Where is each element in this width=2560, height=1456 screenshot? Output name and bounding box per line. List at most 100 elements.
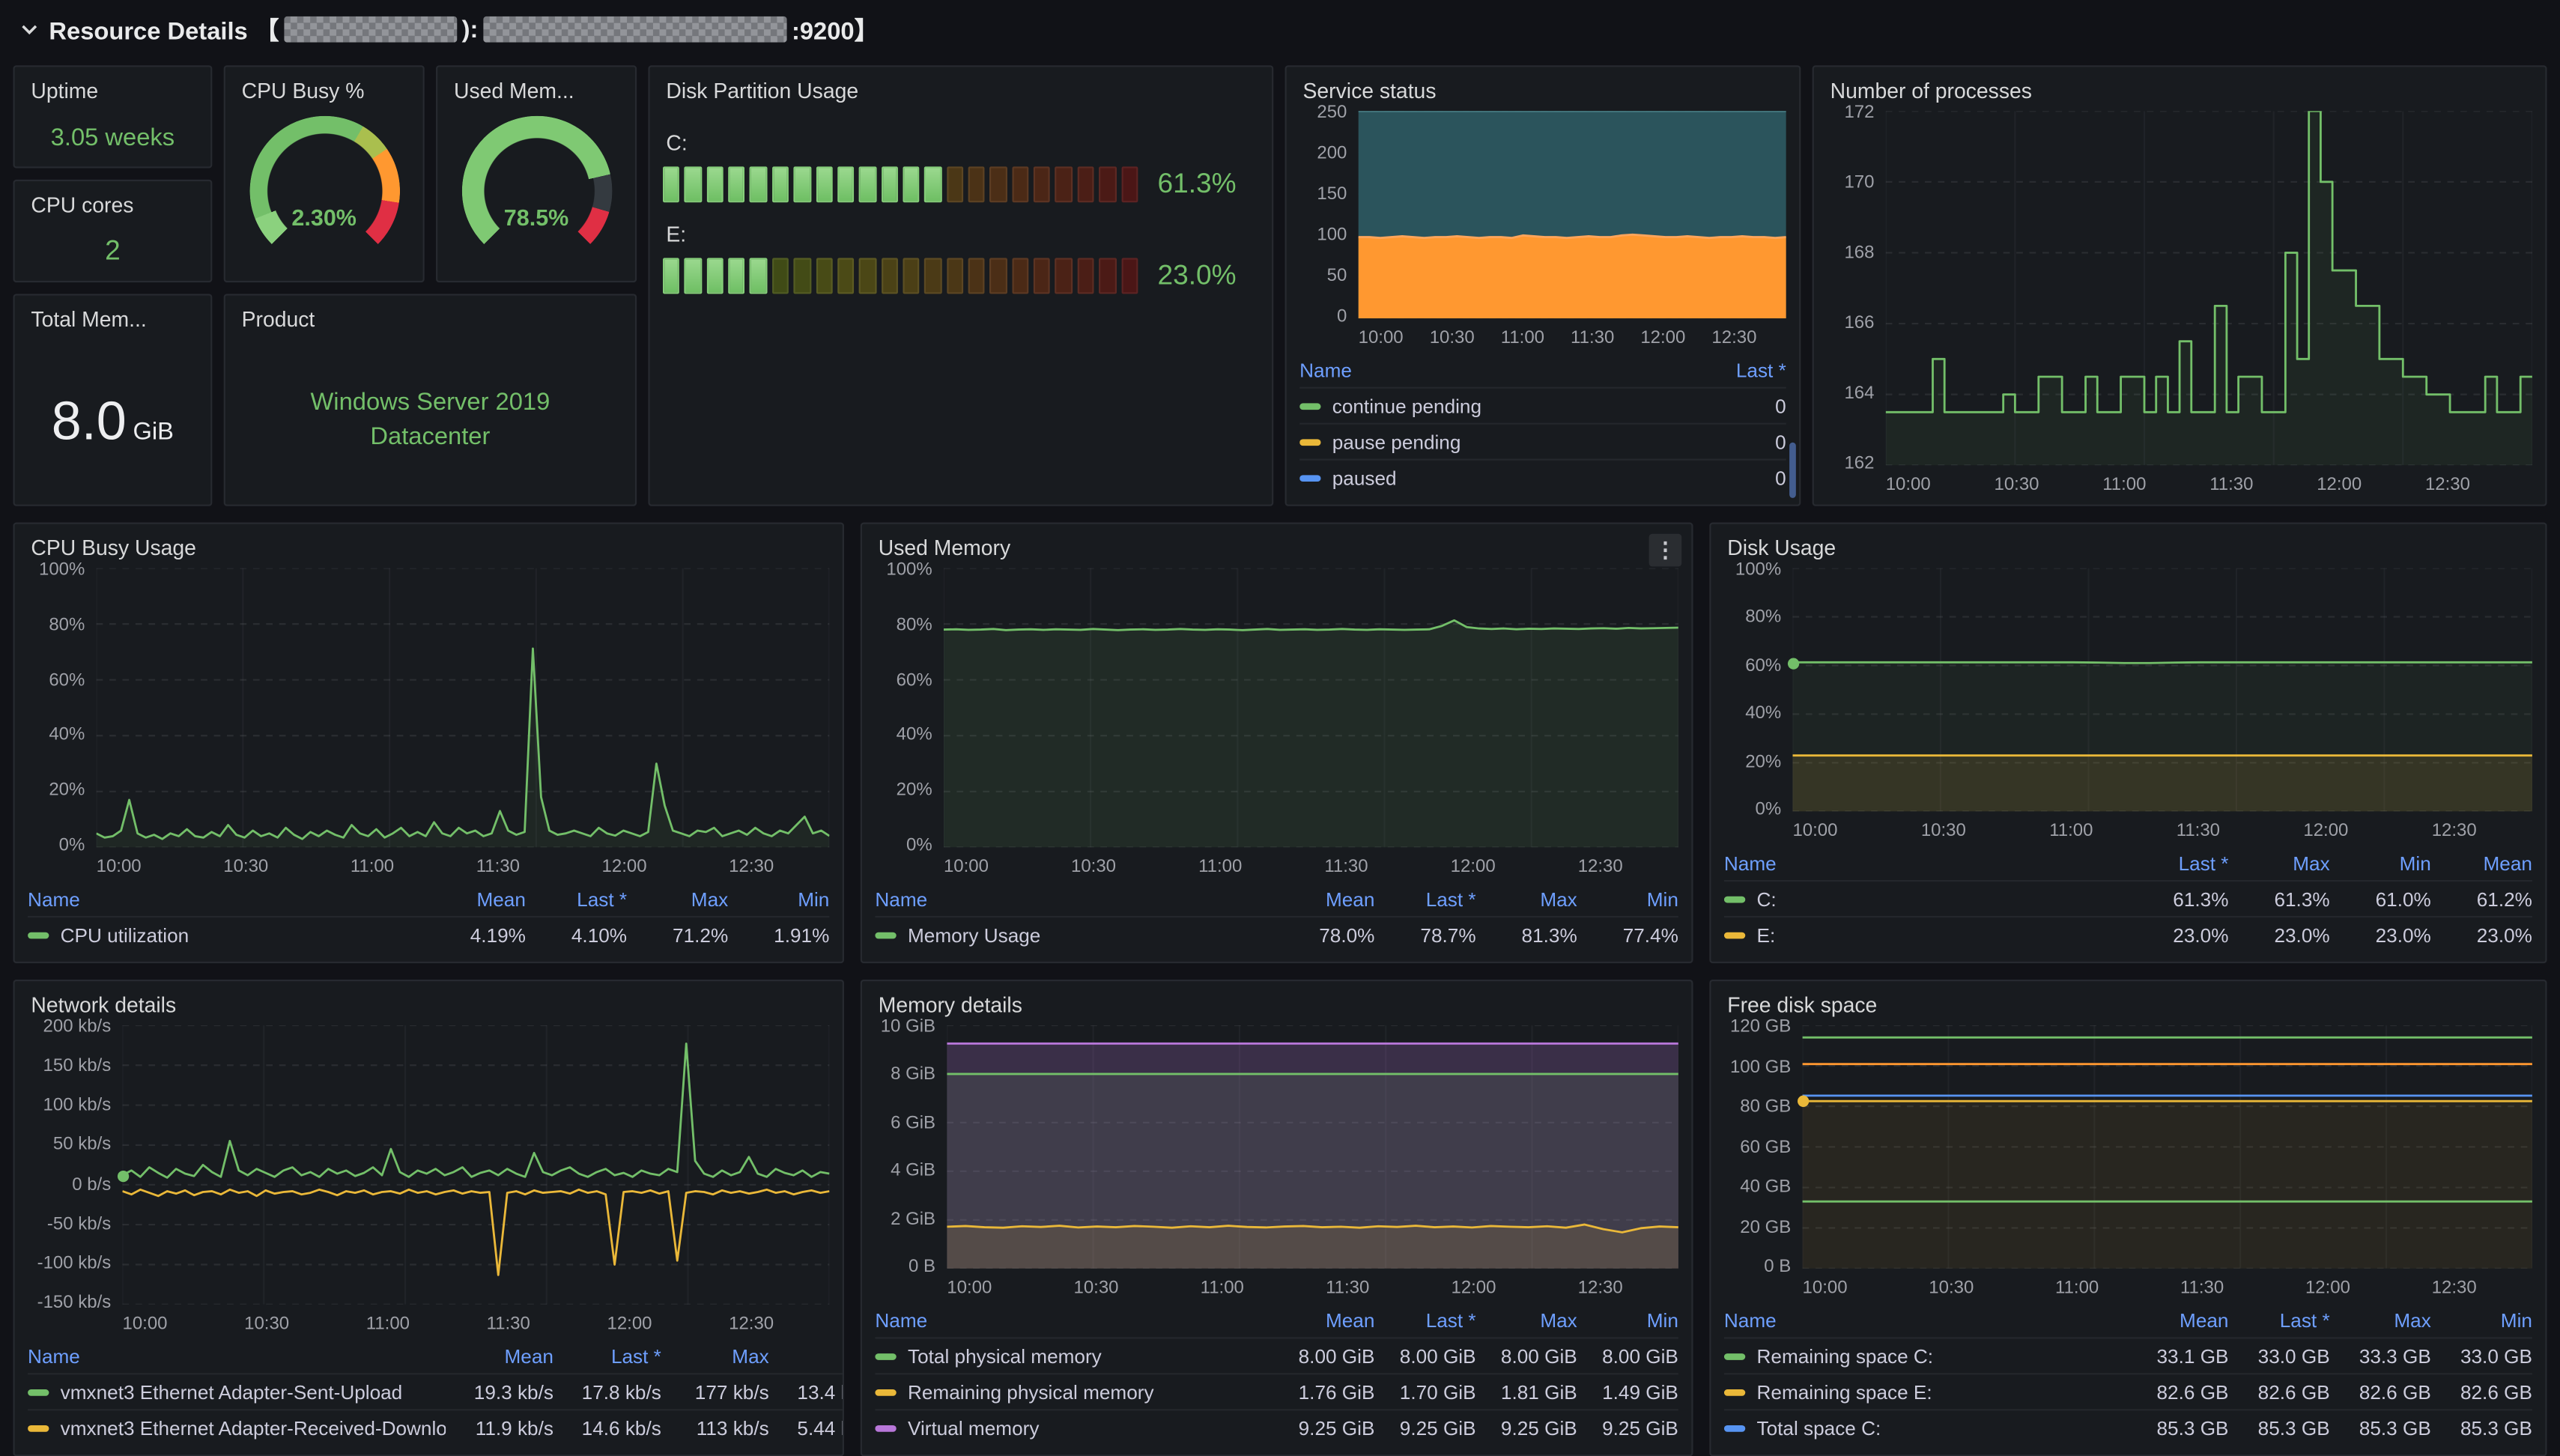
legend-row[interactable]: E: 23.0% 23.0% 23.0% 23.0%: [1723, 915, 2532, 952]
series-label[interactable]: Remaining space C:: [1756, 1344, 1934, 1368]
led-cell: [924, 258, 942, 294]
series-swatch: [1299, 402, 1321, 410]
legend-row[interactable]: vmxnet3 Ethernet Adapter-Received-Downlo…: [28, 1409, 843, 1445]
disk-usage-chart[interactable]: [1787, 568, 2532, 812]
legend[interactable]: Name Mean Last * Max Min Memory Usage 78.0% 78.…: [875, 882, 1678, 952]
legend[interactable]: Name Last * continue pending 0 pause pending…: [1299, 353, 1786, 495]
legend-row[interactable]: paused 0: [1299, 458, 1786, 495]
panel-title[interactable]: Used Memory: [878, 535, 1011, 560]
led-cell: [663, 258, 680, 294]
cpu-busy-chart[interactable]: [96, 568, 830, 848]
tick-label: 100%: [39, 559, 85, 580]
panel-title[interactable]: Uptime: [31, 78, 99, 103]
tick-label: 11:00: [2055, 1278, 2099, 1298]
series-label[interactable]: vmxnet3 Ethernet Adapter-Sent-Upload: [60, 1380, 403, 1404]
used-memory-chart[interactable]: [943, 568, 1678, 848]
legend-header[interactable]: Name Last * Max Min Mean: [1723, 851, 2532, 875]
panel-title[interactable]: Disk Partition Usage: [666, 78, 859, 103]
chevron-down-icon[interactable]: [19, 19, 39, 39]
legend-header[interactable]: Name Last *: [1299, 358, 1786, 381]
tick-label: 10:00: [1885, 475, 1931, 495]
series-swatch: [875, 931, 897, 938]
panel-title[interactable]: Free disk space: [1727, 992, 1878, 1018]
series-label[interactable]: continue pending: [1332, 394, 1482, 417]
panel-title[interactable]: Number of processes: [1830, 78, 2032, 103]
panel-title[interactable]: CPU cores: [31, 192, 134, 217]
legend-row[interactable]: continue pending 0: [1299, 386, 1786, 423]
legend[interactable]: Name Mean Last * Max Min Remaining space C: 33…: [1723, 1303, 2532, 1446]
series-label[interactable]: Remaining physical memory: [907, 1380, 1154, 1404]
panel-title[interactable]: Service status: [1302, 78, 1437, 103]
legend-row[interactable]: Remaining space C: 33.1 GB 33.0 GB 33.3 GB 3…: [1723, 1337, 2532, 1373]
series-label[interactable]: vmxnet3 Ethernet Adapter-Received-Downlo…: [60, 1416, 446, 1440]
series-label[interactable]: C:: [1756, 887, 1777, 911]
tick-label: 8 GiB: [891, 1065, 936, 1085]
legend-scrollbar[interactable]: [1789, 442, 1796, 498]
series-start-marker: [1787, 657, 1800, 669]
tick-label: 10:30: [223, 857, 269, 877]
led-cell: [771, 166, 789, 203]
series-label[interactable]: Virtual memory: [907, 1416, 1040, 1440]
legend-row[interactable]: Total physical memory 8.00 GiB 8.00 GiB 8.0…: [875, 1337, 1678, 1373]
free-disk-chart[interactable]: [1798, 1025, 2532, 1269]
panel-title[interactable]: Product: [241, 306, 315, 332]
led-cell: [706, 166, 724, 203]
legend-row[interactable]: C: 61.3% 61.3% 61.0% 61.2%: [1723, 879, 2532, 916]
tick-label: 0%: [58, 836, 85, 856]
panel-title[interactable]: CPU Busy %: [241, 78, 365, 103]
tick-label: 100: [1317, 225, 1347, 245]
legend-row[interactable]: Remaining physical memory 1.76 GiB 1.70 Gi…: [875, 1373, 1678, 1409]
legend-row[interactable]: vmxnet3 Ethernet Adapter-Sent-Upload 19.3…: [28, 1373, 843, 1409]
legend-row[interactable]: Total space C: 85.3 GB 85.3 GB 85.3 GB 85.3 …: [1723, 1409, 2532, 1445]
legend-row[interactable]: CPU utilization 4.19% 4.10% 71.2% 1.91%: [28, 915, 829, 952]
panel-title[interactable]: Used Mem...: [453, 78, 574, 103]
panel-title[interactable]: Network details: [31, 992, 177, 1018]
panel-menu-icon[interactable]: ⋮: [1648, 533, 1682, 567]
legend-row[interactable]: Remaining space E: 82.6 GB 82.6 GB 82.6 GB 8…: [1723, 1373, 2532, 1409]
legend[interactable]: Name Mean Last * Max Min Total physical memor…: [875, 1303, 1678, 1446]
panel-title[interactable]: Total Mem...: [31, 306, 147, 332]
series-label[interactable]: Total physical memory: [907, 1344, 1102, 1368]
panel-product: Product Windows Server 2019 Datacenter: [223, 294, 637, 506]
tick-label: 40 GB: [1740, 1177, 1792, 1197]
legend-row[interactable]: Virtual memory 9.25 GiB 9.25 GiB 9.25 GiB 9.…: [875, 1409, 1678, 1445]
tick-label: 10:00: [96, 857, 142, 877]
panel-title[interactable]: CPU Busy Usage: [31, 535, 196, 560]
series-label[interactable]: Memory Usage: [907, 923, 1041, 947]
tick-label: 20 GB: [1740, 1217, 1792, 1237]
panel-title[interactable]: Memory details: [878, 992, 1022, 1018]
tick-label: 40%: [896, 725, 932, 745]
panel-memory-details: Memory details 10 GiB 8 GiB 6 GiB 4 GiB 2 Gi…: [860, 979, 1693, 1456]
product-value: Windows Server 2019 Datacenter: [310, 389, 550, 450]
series-label[interactable]: Remaining space E:: [1756, 1380, 1932, 1404]
partition-c-percent: 61.3%: [1157, 168, 1237, 199]
legend[interactable]: Name Last * Max Min Mean C: 61.3% 61.3% 61.0% 61.…: [1723, 846, 2532, 952]
row-title[interactable]: Resource Details 【 ): :9200】: [49, 12, 879, 46]
legend-row[interactable]: Memory Usage 78.0% 78.7% 81.3% 77.4%: [875, 915, 1678, 952]
panel-cpu-busy-usage: CPU Busy Usage 100% 80% 60% 40% 20% 0% 10:00 1…: [13, 522, 844, 964]
used-mem-gauge: 78.5%: [458, 112, 614, 269]
network-chart[interactable]: [117, 1025, 829, 1305]
legend-row[interactable]: pause pending 0: [1299, 422, 1786, 459]
gauge-value-arc: [461, 115, 612, 267]
series-label[interactable]: paused: [1332, 466, 1397, 489]
legend[interactable]: Name Mean Last * Max Min CPU utilization 4.19%…: [28, 882, 829, 952]
processes-chart[interactable]: [1885, 111, 2532, 466]
panel-title[interactable]: Disk Usage: [1727, 535, 1836, 560]
series-label[interactable]: pause pending: [1332, 430, 1461, 453]
memory-details-chart[interactable]: [947, 1025, 1678, 1269]
led-cell: [1077, 166, 1094, 203]
tick-label: 10:00: [947, 1278, 992, 1298]
tick-label: 10:30: [1929, 1278, 1974, 1298]
series-label[interactable]: Total space C:: [1756, 1416, 1881, 1440]
series-label[interactable]: CPU utilization: [60, 923, 189, 947]
series-label[interactable]: E:: [1756, 923, 1776, 947]
tick-label: 250: [1317, 103, 1347, 123]
service-status-chart[interactable]: [1358, 111, 1786, 319]
